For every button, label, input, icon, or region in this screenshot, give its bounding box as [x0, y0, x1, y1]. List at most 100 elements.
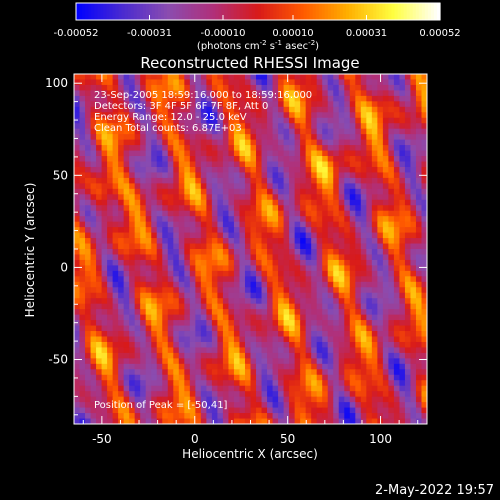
heatmap-cell: [211, 341, 218, 348]
heatmap-cell: [355, 183, 362, 190]
heatmap-cell: [256, 194, 263, 201]
heatmap-cell: [261, 298, 268, 305]
heatmap-cell: [338, 303, 345, 310]
heatmap-cell: [79, 358, 86, 365]
heatmap-cell: [404, 243, 411, 250]
heatmap-cell: [129, 139, 136, 146]
heatmap-cell: [382, 303, 389, 310]
heatmap-cell: [316, 150, 323, 157]
heatmap-cell: [123, 276, 130, 283]
heatmap-cell: [300, 177, 307, 184]
heatmap-cell: [283, 166, 290, 173]
heatmap-cell: [156, 331, 163, 337]
heatmap-cell: [371, 112, 378, 119]
heatmap-cell: [145, 303, 152, 310]
heatmap-cell: [283, 331, 290, 337]
heatmap-cell: [355, 325, 362, 332]
heatmap-cell: [377, 259, 384, 266]
heatmap-cell: [85, 134, 92, 141]
heatmap-cell: [228, 210, 235, 217]
heatmap-cell: [421, 369, 427, 376]
heatmap-cell: [173, 238, 180, 245]
heatmap-cell: [289, 380, 296, 387]
heatmap-cell: [305, 150, 312, 157]
heatmap-cell: [388, 374, 395, 381]
heatmap-cell: [189, 106, 196, 113]
heatmap-cell: [360, 418, 367, 424]
heatmap-cell: [267, 205, 274, 212]
heatmap-cell: [355, 106, 362, 113]
heatmap-cell: [360, 352, 367, 359]
heatmap-cell: [300, 117, 307, 124]
heatmap-cell: [244, 117, 251, 124]
heatmap-cell: [173, 303, 180, 310]
heatmap-cell: [222, 210, 229, 217]
heatmap-cell: [211, 396, 218, 403]
heatmap-cell: [184, 391, 191, 398]
heatmap-cell: [173, 166, 180, 173]
heatmap-cell: [90, 320, 97, 327]
heatmap-cell: [156, 183, 163, 190]
heatmap-cell: [228, 243, 235, 250]
heatmap-cell: [349, 309, 356, 316]
heatmap-cell: [410, 199, 417, 206]
heatmap-cell: [366, 276, 373, 283]
heatmap-cell: [156, 221, 163, 228]
heatmap-cell: [134, 396, 141, 403]
heatmap-cell: [250, 320, 257, 327]
heatmap-cell: [189, 363, 196, 370]
heatmap-cell: [211, 402, 218, 409]
heatmap-cell: [74, 188, 81, 195]
heatmap-cell: [311, 243, 318, 250]
heatmap-cell: [305, 232, 312, 239]
heatmap-cell: [366, 303, 373, 310]
heatmap-cell: [338, 418, 345, 424]
heatmap-cell: [300, 314, 307, 321]
heatmap-cell: [167, 385, 174, 392]
heatmap-cell: [415, 227, 422, 234]
heatmap-cell: [415, 341, 422, 348]
heatmap-cell: [189, 166, 196, 173]
heatmap-cell: [371, 281, 378, 288]
heatmap-cell: [382, 331, 389, 337]
heatmap-cell: [289, 276, 296, 283]
heatmap-cell: [162, 407, 169, 414]
heatmap-cell: [162, 161, 169, 168]
heatmap-cell: [167, 259, 174, 266]
heatmap-cell: [74, 391, 81, 398]
colorbar-segment: [121, 3, 126, 20]
heatmap-cell: [200, 112, 207, 119]
heatmap-cell: [344, 358, 351, 365]
heatmap-cell: [289, 243, 296, 250]
heatmap-cell: [322, 363, 329, 370]
heatmap-cell: [366, 287, 373, 294]
heatmap-cell: [349, 276, 356, 283]
heatmap-cell: [178, 249, 185, 255]
heatmap-cell: [123, 199, 130, 206]
heatmap-cell: [195, 194, 202, 201]
heatmap-cell: [410, 309, 417, 316]
heatmap-cell: [74, 145, 81, 152]
heatmap-cell: [305, 199, 312, 206]
heatmap-cell: [134, 243, 141, 250]
heatmap-cell: [316, 177, 323, 184]
heatmap-cell: [327, 84, 334, 91]
heatmap-cell: [283, 402, 290, 409]
heatmap-cell: [233, 396, 240, 403]
heatmap-cell: [233, 216, 240, 223]
heatmap-cell: [272, 134, 279, 141]
heatmap-cell: [338, 128, 345, 135]
heatmap-cell: [74, 407, 81, 414]
heatmap-cell: [338, 205, 345, 212]
heatmap-cell: [410, 79, 417, 86]
heatmap-cell: [349, 188, 356, 195]
heatmap-cell: [112, 385, 119, 392]
heatmap-cell: [101, 199, 108, 206]
heatmap-cell: [294, 331, 301, 337]
heatmap-cell: [85, 172, 92, 179]
heatmap-cell: [382, 320, 389, 327]
heatmap-cell: [211, 374, 218, 381]
heatmap-cell: [388, 331, 395, 337]
heatmap-cell: [145, 369, 152, 376]
heatmap-cell: [344, 238, 351, 245]
